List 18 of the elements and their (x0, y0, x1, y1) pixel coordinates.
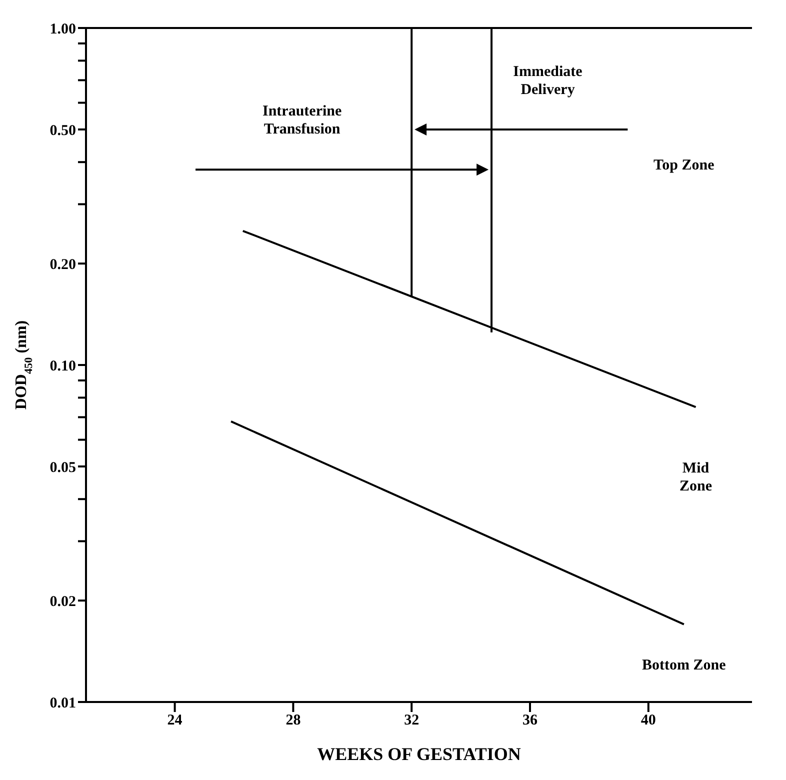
y-tick-label: 0.01 (50, 695, 76, 712)
x-tick-label: 40 (640, 712, 656, 729)
x-axis-title: WEEKS OF GESTATION (317, 744, 521, 764)
y-tick-label: 0.10 (50, 358, 76, 374)
annotation: Immediate Delivery (513, 64, 583, 98)
x-tick-label: 32 (404, 712, 420, 729)
y-tick-label: 0.50 (50, 122, 76, 139)
y-tick-label: 0.05 (50, 460, 76, 476)
x-tick-label: 28 (286, 712, 301, 729)
annotation: Top Zone (654, 158, 715, 174)
y-tick-label: 0.02 (50, 594, 76, 610)
y-tick-label: 0.20 (50, 256, 76, 273)
x-tick-label: 36 (522, 712, 538, 729)
annotation: Bottom Zone (642, 657, 726, 674)
x-tick-label: 24 (167, 712, 183, 729)
annotation: Mid Zone (680, 460, 712, 494)
y-tick-label: 1.00 (50, 21, 76, 38)
annotation: Intrauterine Transfusion (262, 104, 342, 138)
